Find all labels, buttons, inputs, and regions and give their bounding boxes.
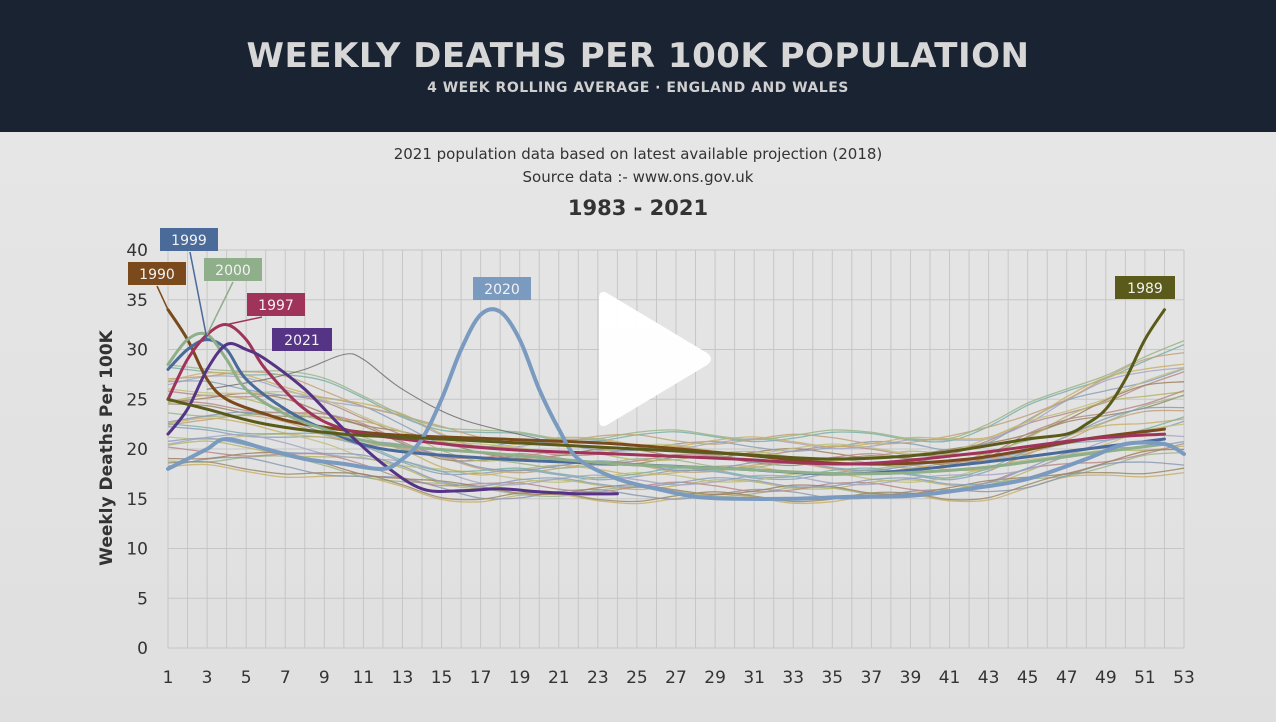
x-tick-label: 1 xyxy=(163,668,174,688)
series-label-2000: 2000 xyxy=(215,263,251,279)
series-label-2021: 2021 xyxy=(284,333,320,349)
y-tick-label: 30 xyxy=(126,341,148,361)
series-label-box xyxy=(1115,276,1175,299)
series-line-1997 xyxy=(166,323,1166,466)
series-label-leader xyxy=(226,316,263,326)
background-series-line xyxy=(167,460,1185,503)
series-label-leader xyxy=(156,285,169,311)
background-series-line xyxy=(167,437,1185,489)
population-note: 2021 population data based on latest ava… xyxy=(393,145,883,163)
y-axis-label: Weekly Deaths Per 100K xyxy=(97,329,117,565)
video-title: WEEKLY DEATHS PER 100K POPULATION xyxy=(246,36,1030,76)
x-tick-label: 45 xyxy=(1017,668,1039,688)
series-line-2021 xyxy=(166,342,619,496)
x-tick-label: 17 xyxy=(470,668,492,688)
x-tick-label: 27 xyxy=(665,668,687,688)
background-series-line xyxy=(167,423,1185,483)
x-tick-label: 47 xyxy=(1056,668,1078,688)
x-tick-label: 13 xyxy=(392,668,414,688)
series-line-2020 xyxy=(166,307,1186,502)
background-series-line xyxy=(167,448,1185,496)
x-tick-label: 43 xyxy=(978,668,1000,688)
background-series-line xyxy=(167,456,1185,500)
background-series-line xyxy=(167,351,1185,445)
y-tick-label: 15 xyxy=(126,490,148,510)
series-label-box xyxy=(204,258,262,281)
x-tick-label: 37 xyxy=(861,668,883,688)
y-tick-label: 5 xyxy=(137,589,148,609)
y-tick-label: 10 xyxy=(126,540,148,560)
series-label-box xyxy=(128,262,186,285)
y-tick-labels: 0 5 10 15 20 25 30 35 40 xyxy=(126,241,148,659)
video-header: WEEKLY DEATHS PER 100K POPULATION 4 WEEK… xyxy=(0,0,1276,132)
x-tick-label: 29 xyxy=(704,668,726,688)
play-button[interactable] xyxy=(597,285,715,437)
x-tick-label: 33 xyxy=(782,668,804,688)
x-tick-label: 21 xyxy=(548,668,570,688)
source-note: Source data :- www.ons.gov.uk xyxy=(522,168,754,186)
x-tick-label: 49 xyxy=(1095,668,1117,688)
series-label-1999: 1999 xyxy=(171,233,207,249)
series-label-1990: 1990 xyxy=(139,267,175,283)
x-tick-label: 41 xyxy=(939,668,961,688)
labelled-series xyxy=(166,307,1186,502)
y-tick-label: 40 xyxy=(126,241,148,261)
x-tick-label: 19 xyxy=(509,668,531,688)
x-tick-label: 5 xyxy=(241,668,252,688)
year-range: 1983 - 2021 xyxy=(567,196,709,220)
x-tick-label: 9 xyxy=(319,668,330,688)
series-label-box xyxy=(473,277,531,300)
x-tick-label: 39 xyxy=(900,668,922,688)
series-label-1989: 1989 xyxy=(1127,281,1163,297)
x-tick-label: 11 xyxy=(353,668,375,688)
series-label-1997: 1997 xyxy=(258,298,294,314)
x-tick-labels: 1 3 5 7 9 11 13 15 17 19 21 23 25 27 29 31 33 35 37 39 41 43 4… xyxy=(163,668,1195,688)
background-series-line xyxy=(167,363,1185,448)
background-series-line xyxy=(167,433,1185,486)
series-label-box xyxy=(160,228,218,251)
series-line-1990 xyxy=(166,308,1166,466)
series-line-1999 xyxy=(166,338,1166,476)
x-tick-label: 51 xyxy=(1134,668,1156,688)
x-tick-label: 35 xyxy=(821,668,843,688)
y-tick-label: 35 xyxy=(126,291,148,311)
play-icon[interactable] xyxy=(597,285,715,433)
series-label-2020: 2020 xyxy=(484,282,520,298)
series-line-1989 xyxy=(166,308,1166,461)
x-tick-label: 53 xyxy=(1173,668,1195,688)
background-series-line xyxy=(167,344,1185,443)
x-tick-label: 15 xyxy=(431,668,453,688)
x-tick-label: 23 xyxy=(587,668,609,688)
x-tick-label: 7 xyxy=(280,668,291,688)
video-subtitle: 4 WEEK ROLLING AVERAGE · ENGLAND AND WAL… xyxy=(427,80,849,96)
background-series-line xyxy=(167,339,1185,441)
series-labels: 1990 1999 2000 1997 2021 2020 1989 xyxy=(128,228,1175,351)
x-tick-label: 25 xyxy=(626,668,648,688)
series-label-box xyxy=(272,328,332,351)
y-tick-label: 20 xyxy=(126,440,148,460)
series-label-leader xyxy=(206,281,234,335)
x-tick-label: 31 xyxy=(743,668,765,688)
series-label-leader xyxy=(189,251,208,340)
y-tick-label: 0 xyxy=(137,639,148,659)
background-series-line xyxy=(167,416,1185,479)
y-tick-label: 25 xyxy=(126,390,148,410)
x-tick-label: 3 xyxy=(202,668,213,688)
series-label-box xyxy=(247,293,305,316)
